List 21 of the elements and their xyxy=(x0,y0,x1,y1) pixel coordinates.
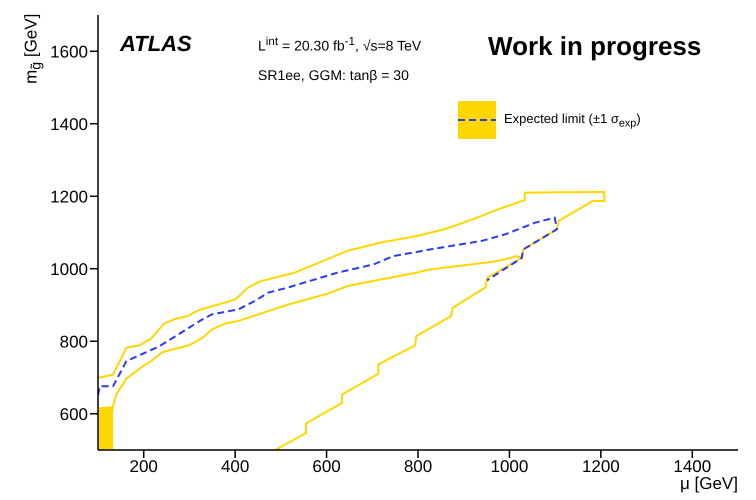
x-tick-label: 800 xyxy=(404,457,432,476)
legend-label: Expected limit (±1 σ$_{exp}$) xyxy=(504,110,641,130)
annotation: Work in progress xyxy=(488,31,702,62)
line-series xyxy=(98,216,558,396)
y-tick-label: 1200 xyxy=(50,187,88,206)
y-tick-label: 800 xyxy=(60,332,88,352)
y-tick-label: 1400 xyxy=(50,114,88,134)
y-tick-label: 1000 xyxy=(50,260,88,279)
x-axis-title: μ [GeV] xyxy=(680,474,738,494)
x-tick-label: 400 xyxy=(220,457,250,476)
x-tick-label: 1400 xyxy=(673,457,712,476)
annotation: ATLAS xyxy=(120,31,192,57)
x-tick-label: 600 xyxy=(312,457,341,476)
x-tick-label: 200 xyxy=(130,457,158,476)
line-series xyxy=(98,190,606,450)
annotation: SR1ee, GGM: tanβ = 30 xyxy=(258,67,409,83)
x-tick-label: 1200 xyxy=(582,457,620,476)
annotation: L$^{int}$ = 20.30 fb$^{-1}$, √s=8 TeV xyxy=(258,35,422,54)
x-tick-label: 1000 xyxy=(490,457,528,476)
y-tick-label: 1600 xyxy=(50,42,88,62)
y-tick-label: 600 xyxy=(60,404,88,424)
